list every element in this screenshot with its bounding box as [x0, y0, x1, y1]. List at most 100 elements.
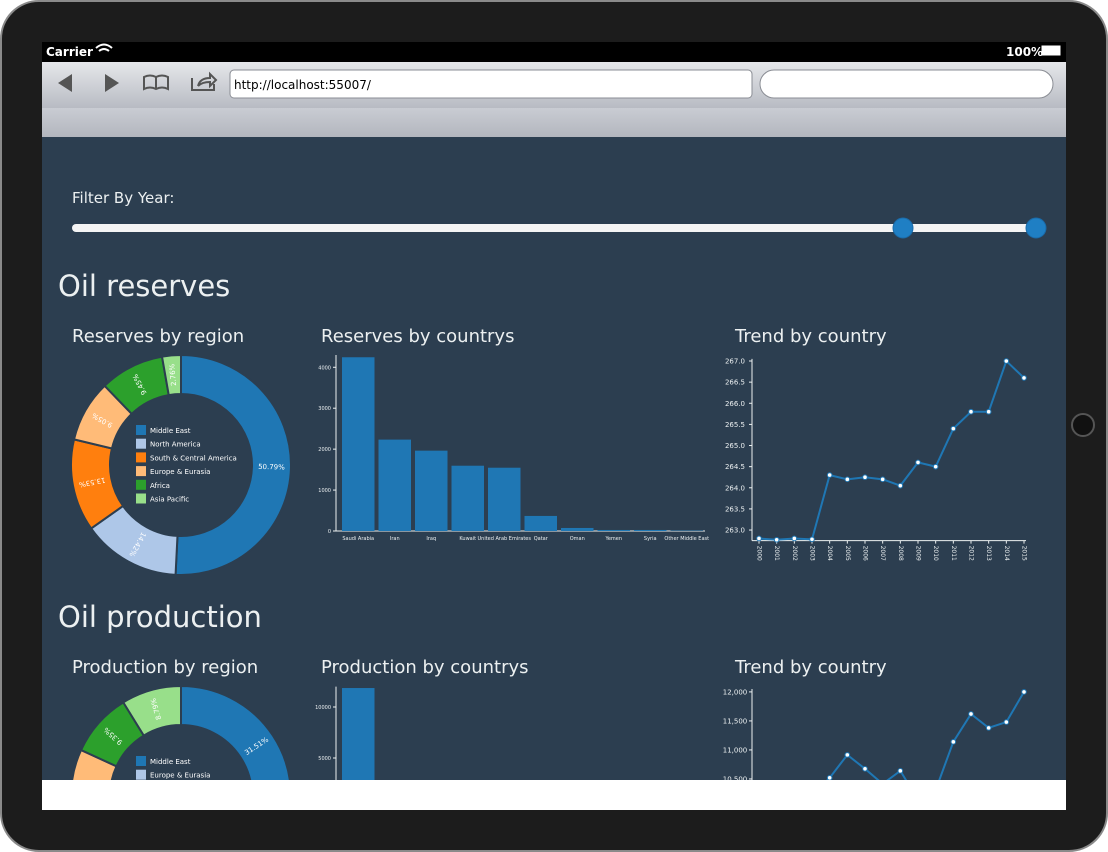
legend-label: South & Central America — [150, 454, 237, 462]
point — [862, 766, 868, 772]
forward-button[interactable] — [105, 74, 119, 92]
legend-swatch — [136, 479, 146, 490]
x-tick-label: 2010 — [932, 546, 939, 561]
x-tick-label: 2001 — [773, 546, 780, 561]
chart-title: Production by countrys — [321, 657, 529, 678]
y-tick-label: 12,000 — [723, 688, 748, 696]
content-bg — [42, 137, 1066, 780]
legend-swatch — [136, 452, 146, 463]
point — [950, 425, 957, 432]
y-tick-label: 264.0 — [725, 484, 745, 492]
bar — [342, 688, 375, 780]
legend-label: Europe & Eurasia — [150, 772, 210, 780]
y-tick-label: 11,500 — [723, 717, 748, 725]
legend-label: Asia Pacific — [150, 496, 189, 504]
slider-handle[interactable] — [1025, 217, 1047, 239]
x-tick-label: Yemen — [604, 536, 622, 542]
section-title: Oil reserves — [58, 269, 230, 303]
bar — [597, 529, 630, 531]
donut-slice — [160, 353, 182, 397]
search-field[interactable] — [759, 69, 1054, 99]
bookmarks-button[interactable] — [143, 74, 169, 91]
legend-swatch — [136, 769, 146, 780]
point — [915, 459, 921, 466]
legend-swatch — [136, 493, 146, 504]
bar — [524, 515, 557, 531]
point — [1003, 719, 1010, 725]
x-tick-label: Other Middle East — [664, 536, 709, 542]
x-tick-label: 2015 — [1021, 546, 1028, 561]
x-tick-label: Oman — [570, 536, 585, 542]
content: Filter By Year: Oil reserves Reserves by … — [42, 137, 1066, 783]
chart-title: Production by region — [72, 657, 258, 678]
point — [1021, 689, 1027, 695]
point — [809, 536, 815, 543]
y-tick-label: 266.0 — [725, 400, 745, 408]
x-tick-label: Saudi Arabia — [342, 536, 374, 542]
x-tick-label: United Arab Emirates — [477, 536, 531, 542]
bar — [415, 450, 448, 531]
point — [862, 474, 868, 481]
bottom-blank — [42, 780, 1066, 810]
slice-label: 2.76% — [168, 363, 178, 386]
legend-label: Europe & Eurasia — [150, 468, 210, 476]
y-tick-label: 1000 — [318, 488, 331, 494]
point — [826, 775, 833, 780]
x-tick-label: Kuwait — [459, 536, 476, 542]
point — [1021, 375, 1027, 381]
point — [897, 768, 904, 774]
x-tick-label: 2004 — [826, 546, 833, 561]
x-tick-label: 2008 — [897, 546, 904, 561]
battery-icon — [1041, 45, 1061, 56]
point — [968, 711, 974, 717]
y-tick-label: 265.0 — [725, 442, 745, 450]
trend-line — [758, 359, 1025, 541]
url-field[interactable] — [229, 69, 753, 99]
y-tick-label: 264.5 — [725, 463, 745, 471]
point — [844, 752, 851, 758]
slider-handle[interactable] — [892, 217, 914, 239]
share-button[interactable] — [191, 71, 218, 91]
y-tick-label: 2000 — [318, 447, 331, 453]
point — [968, 408, 974, 415]
bar — [488, 467, 521, 531]
y-tick-label: 11,000 — [723, 746, 748, 754]
filter-label: Filter By Year: — [72, 189, 174, 207]
x-tick-label: 2009 — [915, 546, 922, 561]
x-tick-label: 2003 — [809, 546, 816, 561]
legend-label: Middle East — [150, 758, 191, 766]
tab-bar — [42, 108, 1066, 137]
x-tick-label: 2013 — [985, 546, 992, 561]
point — [985, 725, 992, 731]
y-tick-label: 263.5 — [725, 505, 745, 513]
point — [756, 535, 762, 542]
point — [950, 739, 957, 745]
donut-slice — [180, 684, 291, 780]
x-tick-label: 2012 — [968, 546, 975, 561]
slice-label: 50.79% — [258, 463, 285, 472]
point — [897, 482, 904, 489]
battery-text: 100% — [1006, 45, 1043, 59]
wifi-icon — [95, 43, 113, 52]
chart-title: Reserves by region — [72, 326, 244, 347]
x-tick-label: Qatar — [534, 536, 549, 542]
point — [773, 536, 780, 543]
x-tick-label: Iraq — [426, 536, 436, 542]
x-tick-label: 2006 — [862, 546, 869, 561]
bar — [561, 527, 594, 531]
y-tick-label: 267.0 — [725, 358, 745, 366]
home-button[interactable] — [1071, 413, 1095, 437]
y-tick-label: 0 — [328, 529, 331, 535]
y-tick-label: 10,500 — [723, 775, 748, 783]
x-tick-label: 2005 — [844, 546, 851, 561]
legend-label: North America — [150, 441, 201, 449]
point — [844, 476, 851, 483]
back-button[interactable] — [58, 74, 72, 92]
x-tick-label: Syria — [644, 536, 657, 542]
slider-track[interactable] — [72, 224, 1042, 232]
y-tick-label: 265.5 — [725, 421, 745, 429]
legend-label: Middle East — [150, 427, 191, 435]
y-tick-label: 4000 — [318, 365, 331, 371]
